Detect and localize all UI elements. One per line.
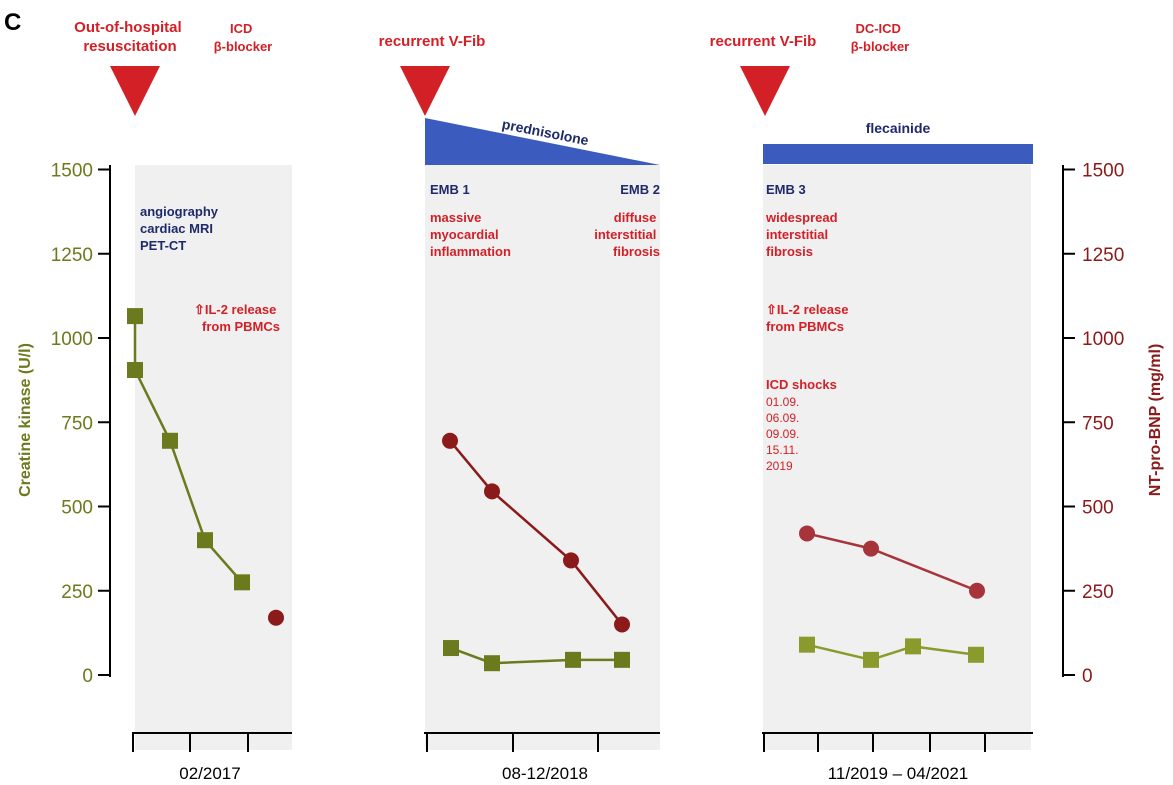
right-axis-tick-label: 1500 xyxy=(1082,161,1124,182)
left-axis-tick-label: 1500 xyxy=(51,161,93,182)
event-marker-2 xyxy=(400,66,450,116)
left-axis-tick-label: 0 xyxy=(82,666,93,687)
bnp-data-point xyxy=(799,525,815,542)
event-marker-1 xyxy=(110,66,160,116)
event-label-p2: recurrent V-Fib xyxy=(379,33,486,50)
ck-data-point xyxy=(127,362,143,379)
right-axis-tick-label: 500 xyxy=(1082,498,1114,519)
p1-il2-note: ⇧IL-2 release from PBMCs xyxy=(194,302,280,334)
ck-data-point xyxy=(484,655,500,672)
x-label-period-1: 02/2017 xyxy=(179,764,240,783)
ck-series-line xyxy=(806,643,977,662)
therapy-label-p1: ICD β-blocker xyxy=(214,21,273,54)
left-axis-tick-label: 500 xyxy=(61,498,93,519)
panel-label: C xyxy=(4,9,21,36)
bnp-data-point xyxy=(969,582,985,599)
ck-data-point xyxy=(234,574,250,591)
right-axis-tick-label: 0 xyxy=(1082,666,1093,687)
icd-shocks-dates: 01.09. 06.09. 09.09. 15.11. 2019 xyxy=(766,395,803,473)
p1-exams: angiography cardiac MRI PET-CT xyxy=(140,204,222,253)
left-axis-tick-label: 250 xyxy=(61,582,93,603)
icd-shocks-title: ICD shocks xyxy=(766,377,837,392)
bnp-series-line xyxy=(449,439,623,626)
x-axis-3 xyxy=(762,732,1033,752)
emb3-label: EMB 3 xyxy=(766,182,806,197)
ck-data-point xyxy=(968,646,984,663)
x-label-period-2: 08-12/2018 xyxy=(502,764,588,783)
x-label-period-3: 11/2019 – 04/2021 xyxy=(828,764,969,783)
emb3-text: widespread interstitial fibrosis xyxy=(765,210,841,259)
ck-data-point xyxy=(162,432,178,449)
ck-data-point xyxy=(443,640,459,657)
ck-data-point xyxy=(863,651,879,668)
event-label-p1: Out-of-hospital resuscitation xyxy=(74,19,186,55)
left-axis-tick-label: 750 xyxy=(61,413,93,434)
right-axis-title: NT-pro-BNP (mg/ml) xyxy=(1147,344,1164,497)
left-axis: 0 250 500 750 1000 1250 1500 xyxy=(51,161,111,687)
therapy-label-p3: DC-ICD β-blocker xyxy=(851,21,910,54)
right-axis-tick-label: 1000 xyxy=(1082,329,1124,350)
series-layer xyxy=(127,308,985,672)
p3-il2-note: ⇧IL-2 release from PBMCs xyxy=(766,302,852,334)
emb2-text: diffuse interstitial fibrosis xyxy=(594,210,660,259)
event-marker-3 xyxy=(740,66,790,116)
emb2-label: EMB 2 xyxy=(620,182,660,197)
x-axis-2 xyxy=(424,732,660,752)
ck-data-point xyxy=(905,638,921,655)
ck-data-point xyxy=(614,651,630,668)
emb1-label: EMB 1 xyxy=(430,182,470,197)
ck-series-line xyxy=(450,646,622,665)
event-label-p3: recurrent V-Fib xyxy=(710,33,817,50)
right-axis-tick-label: 750 xyxy=(1082,413,1114,434)
prednisolone-bar xyxy=(425,118,660,165)
bnp-data-point xyxy=(442,432,458,449)
ck-data-point xyxy=(197,532,213,549)
bnp-data-point xyxy=(614,616,630,633)
bnp-data-point xyxy=(563,552,579,569)
right-axis-tick-label: 1250 xyxy=(1082,245,1124,266)
ck-data-point xyxy=(799,636,815,653)
bnp-data-point xyxy=(484,483,500,500)
right-axis-tick-label: 250 xyxy=(1082,582,1114,603)
x-axis-1 xyxy=(132,732,292,752)
left-axis-title: Creatine kinase (U/l) xyxy=(17,343,34,497)
ck-data-point xyxy=(565,651,581,668)
emb1-text: massive myocardial inflammation xyxy=(430,210,511,259)
left-axis-tick-label: 1000 xyxy=(51,329,93,350)
bnp-data-point xyxy=(863,540,879,557)
flecainide-bar xyxy=(763,144,1033,164)
bnp-data-point xyxy=(268,609,284,626)
left-axis-tick-label: 1250 xyxy=(51,245,93,266)
right-axis: 0 250 500 750 1000 1250 1500 xyxy=(1062,161,1124,687)
ck-data-point xyxy=(127,308,143,325)
flecainide-label: flecainide xyxy=(866,120,931,136)
panel-bg-1 xyxy=(135,165,292,750)
